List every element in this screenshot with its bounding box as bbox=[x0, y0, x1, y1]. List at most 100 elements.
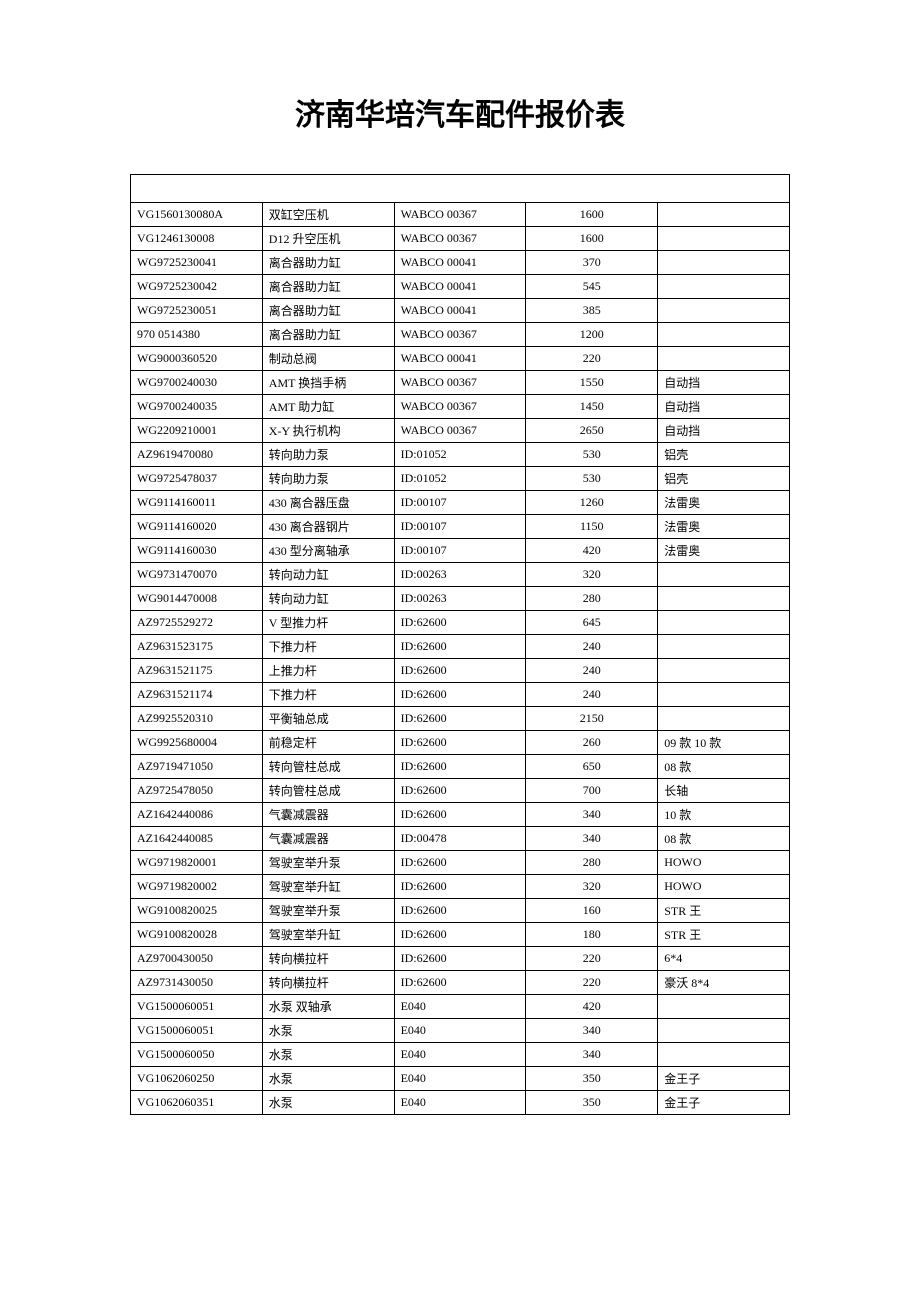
cell-name: 转向动力缸 bbox=[262, 587, 394, 611]
table-row: VG1246130008D12 升空压机WABCO 003671600 bbox=[131, 227, 790, 251]
cell-id: WABCO 00367 bbox=[394, 323, 526, 347]
cell-remark: 自动挡 bbox=[658, 395, 790, 419]
cell-name: 离合器助力缸 bbox=[262, 299, 394, 323]
cell-price: 420 bbox=[526, 995, 658, 1019]
cell-id: WABCO 00367 bbox=[394, 227, 526, 251]
cell-name: 制动总阀 bbox=[262, 347, 394, 371]
cell-name: 转向助力泵 bbox=[262, 467, 394, 491]
cell-remark bbox=[658, 995, 790, 1019]
cell-code: WG9114160011 bbox=[131, 491, 263, 515]
cell-price: 320 bbox=[526, 875, 658, 899]
cell-name: 下推力杆 bbox=[262, 683, 394, 707]
cell-name: 转向横拉杆 bbox=[262, 971, 394, 995]
cell-name: 转向管柱总成 bbox=[262, 779, 394, 803]
cell-code: AZ9631521174 bbox=[131, 683, 263, 707]
cell-price: 220 bbox=[526, 971, 658, 995]
cell-code: VG1500060051 bbox=[131, 995, 263, 1019]
cell-code: WG9731470070 bbox=[131, 563, 263, 587]
cell-price: 340 bbox=[526, 1019, 658, 1043]
cell-code: WG9719820001 bbox=[131, 851, 263, 875]
cell-code: WG9700240035 bbox=[131, 395, 263, 419]
cell-price: 2150 bbox=[526, 707, 658, 731]
cell-price: 350 bbox=[526, 1091, 658, 1115]
cell-name: AMT 换挡手柄 bbox=[262, 371, 394, 395]
table-row: AZ9631521175上推力杆ID:62600240 bbox=[131, 659, 790, 683]
cell-code: WG9725230041 bbox=[131, 251, 263, 275]
cell-code: VG1500060050 bbox=[131, 1043, 263, 1067]
table-row: WG9925680004前稳定杆ID:6260026009 款 10 款 bbox=[131, 731, 790, 755]
cell-id: E040 bbox=[394, 995, 526, 1019]
table-row: VG1062060351水泵E040350金王子 bbox=[131, 1091, 790, 1115]
cell-id: ID:00263 bbox=[394, 563, 526, 587]
cell-remark: 自动挡 bbox=[658, 371, 790, 395]
table-row: AZ9631523175下推力杆ID:62600240 bbox=[131, 635, 790, 659]
table-row: WG9114160020430 离合器钢片ID:001071150法雷奥 bbox=[131, 515, 790, 539]
cell-id: ID:00478 bbox=[394, 827, 526, 851]
cell-price: 1260 bbox=[526, 491, 658, 515]
cell-id: WABCO 00041 bbox=[394, 275, 526, 299]
cell-price: 280 bbox=[526, 587, 658, 611]
table-row: WG9719820001驾驶室举升泵ID:62600280HOWO bbox=[131, 851, 790, 875]
table-row: WG9100820025驾驶室举升泵ID:62600160STR 王 bbox=[131, 899, 790, 923]
cell-id: E040 bbox=[394, 1091, 526, 1115]
cell-name: V 型推力杆 bbox=[262, 611, 394, 635]
cell-code: VG1560130080A bbox=[131, 203, 263, 227]
cell-remark bbox=[658, 587, 790, 611]
cell-id: ID:01052 bbox=[394, 443, 526, 467]
cell-code: AZ9725529272 bbox=[131, 611, 263, 635]
cell-price: 370 bbox=[526, 251, 658, 275]
cell-remark bbox=[658, 611, 790, 635]
cell-name: AMT 助力缸 bbox=[262, 395, 394, 419]
cell-remark: HOWO bbox=[658, 851, 790, 875]
cell-id: E040 bbox=[394, 1067, 526, 1091]
cell-id: ID:62600 bbox=[394, 707, 526, 731]
cell-code: AZ9631523175 bbox=[131, 635, 263, 659]
cell-id: WABCO 00367 bbox=[394, 395, 526, 419]
table-row: WG9114160030430 型分离轴承ID:00107420法雷奥 bbox=[131, 539, 790, 563]
cell-id: WABCO 00041 bbox=[394, 347, 526, 371]
table-row: WG9725478037转向助力泵ID:01052530铝壳 bbox=[131, 467, 790, 491]
cell-name: D12 升空压机 bbox=[262, 227, 394, 251]
cell-id: ID:62600 bbox=[394, 803, 526, 827]
table-row: WG9700240030AMT 换挡手柄WABCO 003671550自动挡 bbox=[131, 371, 790, 395]
table-row: AZ1642440085气囊减震器ID:0047834008 款 bbox=[131, 827, 790, 851]
cell-id: ID:62600 bbox=[394, 899, 526, 923]
cell-price: 280 bbox=[526, 851, 658, 875]
cell-remark: 铝壳 bbox=[658, 443, 790, 467]
table-row: WG9014470008转向动力缸ID:00263280 bbox=[131, 587, 790, 611]
cell-id: E040 bbox=[394, 1043, 526, 1067]
cell-name: 平衡轴总成 bbox=[262, 707, 394, 731]
cell-name: 下推力杆 bbox=[262, 635, 394, 659]
table-row: WG9700240035AMT 助力缸WABCO 003671450自动挡 bbox=[131, 395, 790, 419]
cell-price: 340 bbox=[526, 827, 658, 851]
cell-remark bbox=[658, 275, 790, 299]
cell-remark: 09 款 10 款 bbox=[658, 731, 790, 755]
cell-price: 700 bbox=[526, 779, 658, 803]
cell-code: WG9100820028 bbox=[131, 923, 263, 947]
cell-name: 驾驶室举升泵 bbox=[262, 899, 394, 923]
cell-price: 260 bbox=[526, 731, 658, 755]
cell-id: ID:62600 bbox=[394, 947, 526, 971]
cell-price: 240 bbox=[526, 635, 658, 659]
cell-remark bbox=[658, 1043, 790, 1067]
cell-name: 水泵 bbox=[262, 1019, 394, 1043]
cell-name: 转向动力缸 bbox=[262, 563, 394, 587]
cell-price: 645 bbox=[526, 611, 658, 635]
cell-name: 转向横拉杆 bbox=[262, 947, 394, 971]
cell-id: ID:62600 bbox=[394, 635, 526, 659]
cell-id: ID:62600 bbox=[394, 851, 526, 875]
cell-remark bbox=[658, 203, 790, 227]
table-row: WG9114160011430 离合器压盘ID:001071260法雷奥 bbox=[131, 491, 790, 515]
table-row: AZ9700430050转向横拉杆ID:626002206*4 bbox=[131, 947, 790, 971]
cell-code: WG9725230042 bbox=[131, 275, 263, 299]
price-table: VG1560130080A双缸空压机WABCO 003671600VG12461… bbox=[130, 174, 790, 1115]
cell-code: AZ9700430050 bbox=[131, 947, 263, 971]
cell-id: ID:62600 bbox=[394, 971, 526, 995]
cell-id: ID:01052 bbox=[394, 467, 526, 491]
table-row: AZ9631521174下推力杆ID:62600240 bbox=[131, 683, 790, 707]
cell-code: WG9114160030 bbox=[131, 539, 263, 563]
cell-code: AZ9925520310 bbox=[131, 707, 263, 731]
cell-price: 180 bbox=[526, 923, 658, 947]
cell-remark: 自动挡 bbox=[658, 419, 790, 443]
table-row: AZ1642440086气囊减震器ID:6260034010 款 bbox=[131, 803, 790, 827]
